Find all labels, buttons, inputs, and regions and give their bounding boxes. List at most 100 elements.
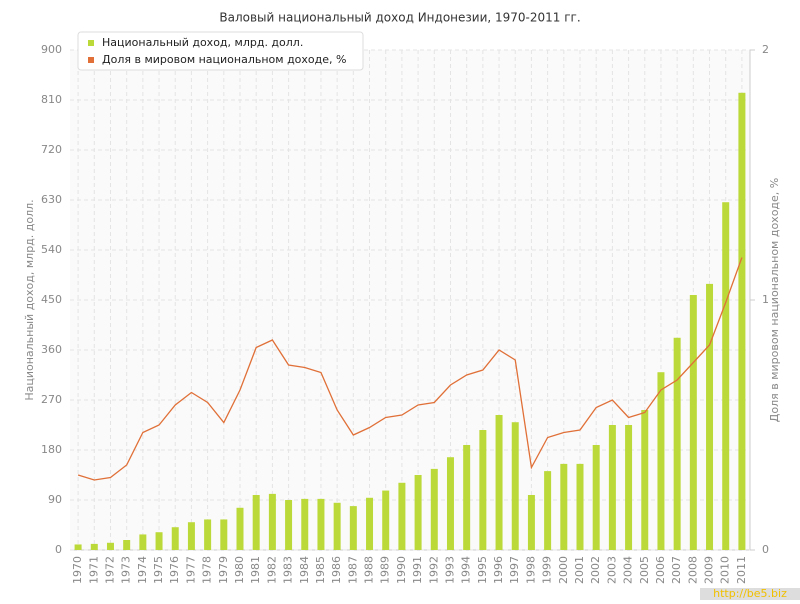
x-tick-label: 1977 <box>184 556 197 584</box>
bar <box>268 493 276 550</box>
bar <box>673 337 681 550</box>
x-tick-label: 1991 <box>411 556 424 584</box>
x-tick-label: 2009 <box>703 556 716 584</box>
bar <box>155 532 163 550</box>
bar <box>74 544 82 550</box>
x-tick-label: 1976 <box>168 556 181 584</box>
watermark: http://be5.biz <box>713 587 787 600</box>
x-tick-label: 1985 <box>314 556 327 584</box>
bar <box>90 543 98 550</box>
bar <box>333 502 341 550</box>
bar <box>204 519 212 550</box>
y-tick-label: 90 <box>48 493 62 506</box>
y-tick-label: 720 <box>41 143 62 156</box>
bar <box>430 468 438 550</box>
bar <box>252 495 260 550</box>
bar <box>625 425 633 550</box>
x-tick-label: 1982 <box>265 556 278 584</box>
x-tick-label: 1992 <box>427 556 440 584</box>
bar <box>608 425 616 550</box>
bar <box>527 495 535 550</box>
bar <box>187 522 195 550</box>
x-tick-label: 1980 <box>233 556 246 584</box>
bar <box>171 527 179 550</box>
x-tick-label: 1989 <box>379 556 392 584</box>
bar <box>592 445 600 550</box>
x-tick-label: 1975 <box>152 556 165 584</box>
bar <box>139 534 147 550</box>
y-tick-label: 450 <box>41 293 62 306</box>
x-tick-label: 1999 <box>541 556 554 584</box>
legend-box <box>77 31 364 71</box>
bar <box>285 500 293 550</box>
legend-label: Доля в мировом национальном доходе, % <box>102 53 346 66</box>
chart-title: Валовый национальный доход Индонезии, 19… <box>219 11 580 25</box>
x-tick-label: 1973 <box>120 556 133 584</box>
bar <box>123 540 131 550</box>
y-tick-label: 540 <box>41 243 62 256</box>
legend-swatch <box>88 40 94 46</box>
bar <box>236 507 244 550</box>
bar <box>301 498 309 550</box>
bar <box>544 471 552 550</box>
x-tick-label: 1971 <box>87 556 100 584</box>
y2-axis-title: Доля в мировом национальном доходе, % <box>768 178 781 422</box>
x-tick-label: 1998 <box>524 556 537 584</box>
x-tick-label: 1984 <box>298 556 311 584</box>
y-tick-label: 0 <box>55 543 62 556</box>
y-tick-label: 810 <box>41 93 62 106</box>
legend: Национальный доход, млрд. долл. Доля в ми… <box>77 31 364 71</box>
y2-tick-label: 1 <box>762 293 769 306</box>
x-tick-label: 2007 <box>670 556 683 584</box>
bar <box>349 506 357 550</box>
bar <box>511 422 519 550</box>
x-tick-label: 1978 <box>201 556 214 584</box>
y-tick-label: 270 <box>41 393 62 406</box>
x-tick-label: 1990 <box>395 556 408 584</box>
x-tick-label: 1983 <box>282 556 295 584</box>
bar <box>220 519 228 550</box>
x-tick-label: 2002 <box>589 556 602 584</box>
y-tick-label: 360 <box>41 343 62 356</box>
bar <box>106 542 114 550</box>
bar <box>641 410 649 550</box>
bar <box>463 445 471 550</box>
x-tick-label: 1988 <box>363 556 376 584</box>
x-tick-label: 1996 <box>492 556 505 584</box>
x-tick-label: 1981 <box>249 556 262 584</box>
y-tick-label: 180 <box>41 443 62 456</box>
x-tick-label: 2001 <box>573 556 586 584</box>
bar <box>495 415 503 550</box>
y-tick-label: 630 <box>41 193 62 206</box>
line <box>77 257 743 481</box>
x-tick-label: 1993 <box>443 556 456 584</box>
legend-label: Национальный доход, млрд. долл. <box>102 36 303 49</box>
bar <box>576 463 584 550</box>
x-tick-label: 1974 <box>136 556 149 584</box>
x-tick-label: 1997 <box>508 556 521 584</box>
bar <box>706 283 714 550</box>
bar <box>722 202 730 550</box>
x-tick-label: 1986 <box>330 556 343 584</box>
x-tick-label: 2010 <box>719 556 732 584</box>
bar <box>366 497 374 550</box>
x-tick-label: 1994 <box>460 556 473 584</box>
y-tick-label: 900 <box>41 43 62 56</box>
x-tick-label: 1972 <box>103 556 116 584</box>
y-axis-title: Национальный доход, млрд. долл. <box>23 199 36 400</box>
x-tick-label: 2008 <box>686 556 699 584</box>
x-tick-label: 1987 <box>346 556 359 584</box>
bar <box>398 482 406 550</box>
bar <box>560 463 568 550</box>
x-tick-label: 2011 <box>735 556 748 584</box>
x-tick-label: 2004 <box>622 556 635 584</box>
x-tick-label: 1995 <box>476 556 489 584</box>
bar <box>738 92 746 551</box>
bar <box>689 295 697 550</box>
bar <box>446 457 454 550</box>
x-tick-label: 2006 <box>654 556 667 584</box>
bar <box>657 372 665 550</box>
x-tick-label: 2003 <box>605 556 618 584</box>
watermark-bg <box>700 588 800 600</box>
